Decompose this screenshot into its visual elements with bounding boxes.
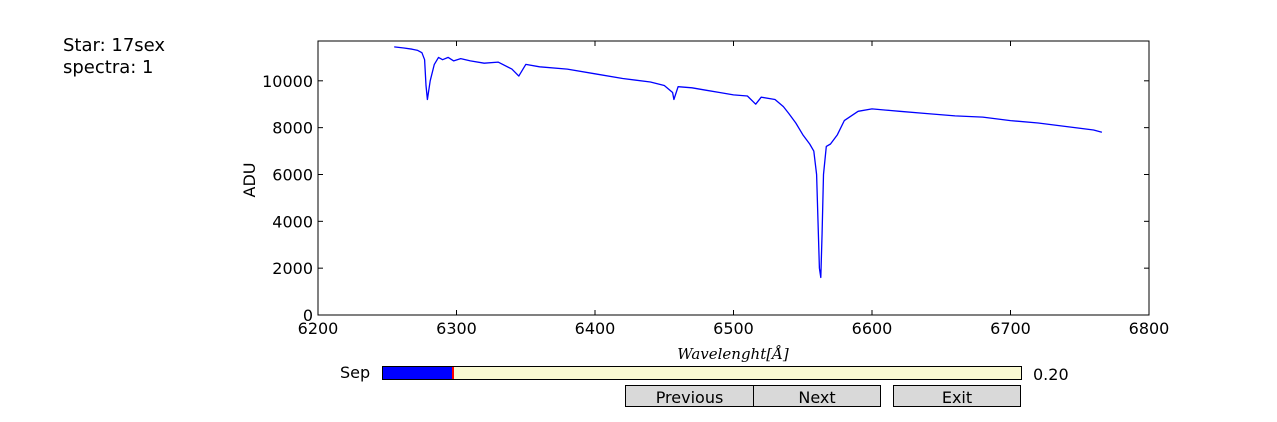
y-tick-label: 2000 [272,259,313,278]
spectra-label: spectra: 1 [63,57,154,78]
series-layer [394,46,1103,279]
y-tick-label: 0 [303,306,313,325]
sep-slider-handle[interactable] [452,367,455,379]
plot-area [317,40,1150,316]
x-tick-label: 6500 [713,319,754,338]
x-tick-label: 6300 [436,319,477,338]
sep-slider[interactable] [382,366,1022,380]
y-axis-label: ADU [240,163,259,198]
spectrum-line [394,46,1103,279]
x-tick-label: 6200 [298,319,339,338]
y-tick-label: 8000 [272,119,313,138]
x-tick-label: 6700 [990,319,1031,338]
sep-slider-value: 0.20 [1033,365,1069,384]
previous-button[interactable]: Previous [625,385,754,407]
y-tick-label: 6000 [272,165,313,184]
y-tick-label: 4000 [272,212,313,231]
axis-ticks: 6200 6300 6400 6500 6600 6700 6800 0 2000 4000 600… [262,41,1169,338]
sep-slider-label: Sep [340,363,371,382]
sep-slider-fill [383,367,454,379]
next-button[interactable]: Next [753,385,881,407]
exit-button[interactable]: Exit [893,385,1021,407]
x-tick-label: 6600 [852,319,893,338]
star-label: Star: 17sex [63,35,166,56]
y-tick-label: 10000 [262,72,313,91]
x-axis-label: Wavelenght[Å] [677,345,789,363]
x-tick-label: 6800 [1129,319,1170,338]
x-tick-label: 6400 [575,319,616,338]
